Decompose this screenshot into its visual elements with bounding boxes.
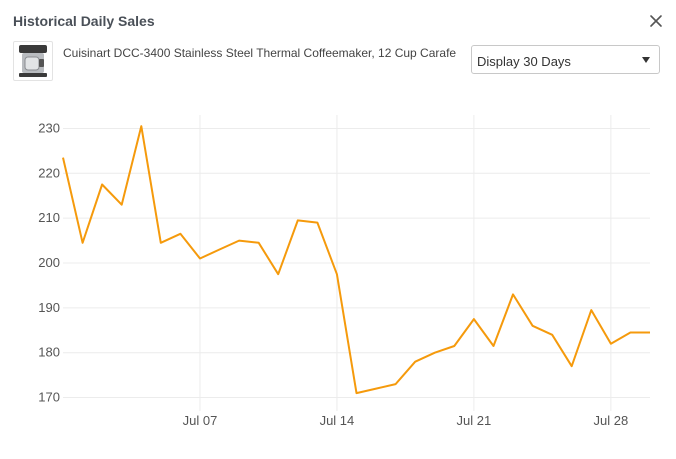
y-tick-label: 180 [38, 345, 60, 360]
page-title: Historical Daily Sales [13, 13, 155, 29]
product-thumbnail [13, 41, 53, 81]
sales-series-line [62, 125, 650, 395]
display-range-value: Display 30 Days [477, 54, 571, 69]
y-tick-label: 220 [38, 165, 60, 180]
coffeemaker-icon [19, 45, 47, 77]
y-grid [63, 127, 650, 399]
y-tick-label: 230 [38, 120, 60, 135]
y-tick-label: 200 [38, 255, 60, 270]
y-tick-label: 210 [38, 210, 60, 225]
caret-down-icon [642, 57, 650, 63]
display-range-select[interactable]: Display 30 Days [471, 45, 660, 74]
x-tick-label: Jul 21 [457, 413, 492, 428]
y-tick-label: 190 [38, 300, 60, 315]
x-tick-label: Jul 28 [594, 413, 629, 428]
daily-sales-chart: 170 180 190 200 210 220 230 Jul 07 Jul 14 Jul 21… [38, 115, 650, 428]
x-tick-labels: Jul 07 Jul 14 Jul 21 Jul 28 [183, 413, 629, 428]
x-tick-label: Jul 14 [320, 413, 355, 428]
close-icon [650, 15, 662, 27]
y-tick-labels: 170 180 190 200 210 220 230 [38, 120, 60, 404]
close-button[interactable] [646, 11, 666, 31]
x-tick-label: Jul 07 [183, 413, 218, 428]
y-tick-label: 170 [38, 390, 60, 405]
product-name: Cuisinart DCC-3400 Stainless Steel Therm… [63, 46, 457, 60]
